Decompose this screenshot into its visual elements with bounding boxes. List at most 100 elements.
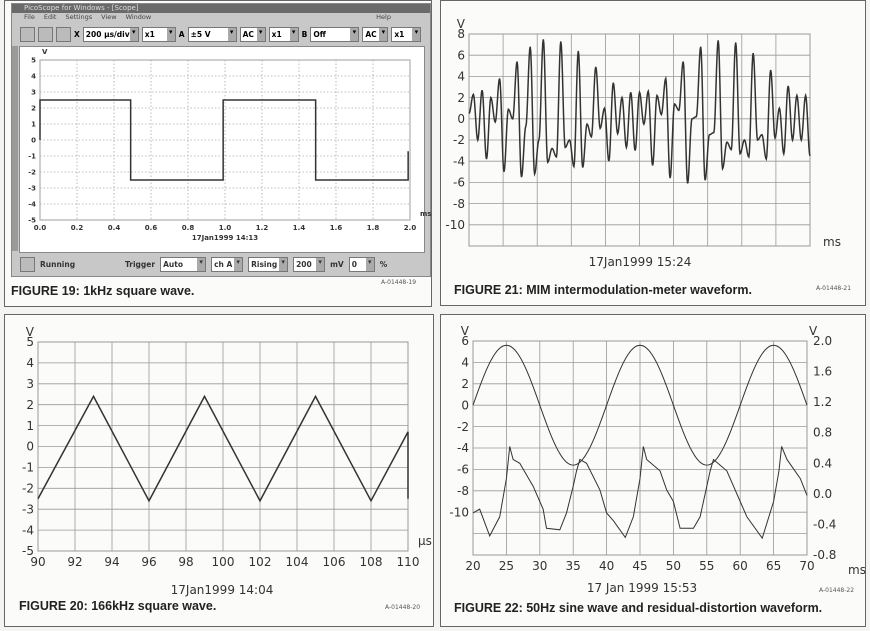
menu-settings[interactable]: Settings (65, 13, 93, 21)
fig22-series-0-trace (472, 344, 808, 466)
fig22-y-right-tick-label: -0.8 (813, 548, 836, 562)
fig20-date-stamp: 17Jan1999 14:04 (171, 583, 274, 597)
fig20-y-tick-label: 0 (26, 440, 34, 454)
fig20-y-tick-label: 3 (26, 377, 34, 391)
fig19-y-tick-label: -4 (28, 200, 36, 208)
fig22-x-tick-label: 55 (699, 559, 714, 573)
timebase-select[interactable]: 200 µs/div (82, 26, 139, 42)
fig19-x-tick-label: 0.0 (34, 224, 47, 232)
fig22-y-right-tick-label: 0.4 (813, 456, 832, 470)
window-title: PicoScope for Windows - [Scope] (12, 4, 430, 13)
fig20-y-tick-label: -5 (22, 544, 34, 558)
channel-a-label: A (178, 29, 185, 39)
trigger-channel-select[interactable]: ch A (211, 256, 244, 272)
fig20-y-tick-label: -2 (22, 482, 34, 496)
fig22-y-right-tick-label: 2.0 (813, 334, 832, 348)
figure-ref: A-01448-20 (385, 604, 421, 611)
scope-plot-area (19, 46, 425, 253)
fig20-y-tick-label: 1 (26, 419, 34, 433)
status-bar: Running Trigger Auto ch A Rising 200 mV … (12, 253, 430, 275)
fig20-x-tick-label: 108 (360, 555, 383, 569)
fig22-y-tick-label: -2 (457, 420, 469, 434)
channel-b-range-select[interactable]: Off (310, 26, 360, 42)
fig20-x-tick-label: 98 (178, 555, 193, 569)
fig22-y-tick-label: -6 (457, 463, 469, 477)
channel-b-multiplier-select[interactable]: x1 (391, 26, 422, 42)
channel-b-coupling-select[interactable]: AC (362, 26, 389, 42)
fig20-x-tick-label: 90 (30, 555, 45, 569)
fig19-x-tick-label: 1.4 (293, 224, 306, 232)
menu-view[interactable]: View (101, 13, 117, 21)
fig22-x-tick-label: 45 (632, 559, 647, 573)
fig21-y-tick-label: 6 (457, 48, 465, 62)
stopwatch-icon[interactable] (56, 26, 71, 42)
figure-21-caption: FIGURE 21: MIM intermodulation-meter wav… (454, 283, 752, 297)
trigger-delay-input[interactable]: 0 (348, 256, 375, 272)
figure-ref: A-01448-19 (381, 279, 417, 286)
fig22-y-right-tick-label: -0.4 (813, 517, 836, 531)
fig22-y-tick-label: -8 (457, 484, 469, 498)
fig22-x-tick-label: 70 (799, 559, 814, 573)
fig22-x-tick-label: 35 (566, 559, 581, 573)
fig22-y-tick-label: 0 (461, 398, 469, 412)
menu-window[interactable]: Window (125, 13, 152, 21)
channel-a-multiplier-select[interactable]: x1 (268, 26, 299, 42)
fig21-y-tick-label: -2 (453, 133, 465, 147)
fig20-x-tick-label: 102 (249, 555, 272, 569)
figure-21-panel: A-01448-21 FIGURE 21: MIM intermodulatio… (440, 0, 866, 306)
fig22-y-right-tick-label: 0.0 (813, 487, 832, 501)
fig22-x-tick-label: 65 (766, 559, 781, 573)
menu-edit[interactable]: Edit (43, 13, 57, 21)
trigger-mode-select[interactable]: Auto (160, 256, 207, 272)
delay-unit: % (379, 259, 388, 269)
fig20-y-tick-label: 2 (26, 398, 34, 412)
fig19-y-tick-label: 2 (31, 104, 36, 112)
x-multiplier-select[interactable]: x1 (141, 26, 176, 42)
channel-a-range-select[interactable]: ±5 V (187, 26, 237, 42)
run-stop-button[interactable] (20, 256, 35, 272)
fig22-y-tick-label: 6 (461, 334, 469, 348)
fig20-y-tick-label: -1 (22, 461, 34, 475)
fig22-series-1-trace (472, 446, 808, 540)
fig22-y-tick-label: 4 (461, 356, 469, 370)
fig19-x-tick-label: 1.8 (367, 224, 380, 232)
fig20-y-tick-label: -4 (22, 523, 34, 537)
fig19-y-tick-label: -5 (28, 216, 36, 224)
fig21-y-tick-label: -4 (453, 154, 465, 168)
menu-file[interactable]: File (24, 13, 35, 21)
trigger-level-input[interactable]: 200 (293, 256, 326, 272)
fig20-x-tick-label: 94 (104, 555, 119, 569)
fig19-x-tick-label: 2.0 (404, 224, 417, 232)
fig20-x-tick-label: 110 (397, 555, 420, 569)
fig19-x-axis-label: ms (420, 210, 431, 218)
fig21-date-stamp: 17Jan1999 15:24 (589, 255, 692, 269)
figure-20-caption: FIGURE 20: 166kHz square wave. (19, 599, 217, 613)
fig22-date-stamp: 17 Jan 1999 15:53 (587, 581, 697, 595)
fig22-y-right-tick-label: 0.8 (813, 426, 832, 440)
fig20-y-tick-label: 5 (26, 335, 34, 349)
channel-b-label: B (301, 29, 308, 39)
fig22-y-tick-label: -4 (457, 441, 469, 455)
fig19-y-tick-label: -3 (28, 184, 36, 192)
meter-mode-button[interactable] (38, 26, 53, 42)
fig19-y-tick-label: 4 (31, 72, 36, 80)
fig21-y-tick-label: 4 (457, 70, 465, 84)
trigger-edge-select[interactable]: Rising (248, 256, 289, 272)
offset-scrollbar[interactable] (12, 46, 18, 251)
figure-20-panel: A-01448-20 FIGURE 20: 166kHz square wave… (4, 314, 434, 627)
fig21-y-tick-label: 0 (457, 112, 465, 126)
fig19-x-tick-label: 0.2 (71, 224, 84, 232)
channel-a-coupling-select[interactable]: AC (239, 26, 266, 42)
menu-bar: File Edit Settings View Window Help (12, 13, 430, 22)
fig20-series-0-trace (37, 394, 409, 503)
fig22-y-right-tick-label: 1.6 (813, 365, 832, 379)
scope-mode-button[interactable] (20, 26, 35, 42)
fig19-plot-frame (39, 59, 411, 221)
fig19-y-axis-label: V (42, 48, 48, 56)
fig21-y-axis-label: V (457, 17, 466, 31)
fig20-y-tick-label: -3 (22, 502, 34, 516)
trigger-label: Trigger (125, 259, 156, 269)
toolbar: X 200 µs/div x1 A ±5 V AC x1 B Off AC x1 (12, 24, 430, 44)
menu-help[interactable]: Help (376, 13, 391, 21)
